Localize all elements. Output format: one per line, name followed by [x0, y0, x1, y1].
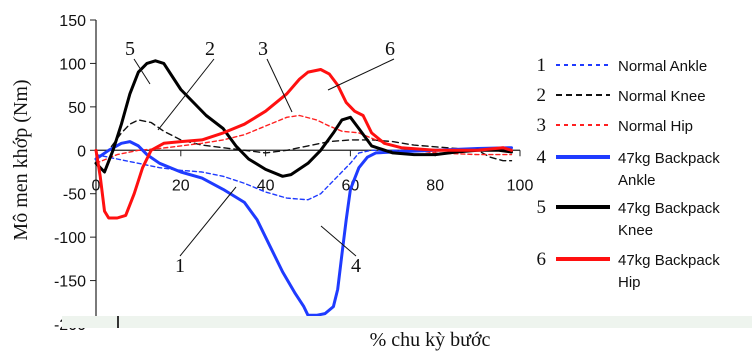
x-axis-label: % chu kỳ bước	[370, 329, 491, 351]
legend-label-4: 47kg Backpack	[618, 150, 720, 167]
annotation-label-6: 6	[385, 38, 395, 60]
annotation-label-1: 1	[175, 255, 185, 277]
annotation-leader-3	[266, 58, 293, 113]
legend-label-6: 47kg Backpack	[618, 252, 720, 269]
legend-number-5: 5	[537, 197, 547, 218]
legend-number-3: 3	[537, 115, 547, 136]
series-line-1	[95, 147, 513, 201]
y-tick-label: -100	[54, 230, 86, 247]
y-tick-label: 100	[59, 56, 86, 73]
series-layer	[94, 59, 513, 317]
annotation-leader-1	[179, 186, 237, 257]
x-tick-label: 20	[172, 177, 190, 194]
annotation-leader-6	[327, 58, 395, 91]
legend-label-6: Hip	[618, 274, 641, 291]
legend-number-4: 4	[537, 147, 547, 168]
bottom-strip	[62, 316, 752, 328]
legend-label-5: 47kg Backpack	[618, 200, 720, 217]
legend-label-1: Normal Ankle	[618, 58, 707, 75]
series-line-2	[95, 119, 513, 162]
y-tick-label: -150	[54, 274, 86, 291]
x-tick-label: 100	[507, 177, 534, 194]
legend-label-3: Normal Hip	[618, 118, 693, 135]
y-axis-label: Mô men khớp (Nm)	[10, 79, 32, 240]
y-tick-label: 50	[68, 100, 86, 117]
x-tick-label: 80	[426, 177, 444, 194]
annotation-label-2: 2	[205, 38, 215, 60]
series-line-3	[95, 114, 513, 164]
legend-label-4: Ankle	[618, 172, 656, 189]
annotation-leader-5	[133, 58, 151, 85]
y-tick-label: 0	[77, 143, 86, 160]
x-tick-label: 0	[92, 177, 101, 194]
series-line-6	[94, 68, 513, 220]
series-line-5	[94, 59, 513, 178]
y-tick-label: -50	[63, 187, 86, 204]
series-line-4	[94, 140, 513, 317]
y-tick-label: 150	[59, 13, 86, 30]
legend: 1 Normal Ankle 2 Normal Knee 3 Normal Hip 4 47k…	[537, 55, 721, 291]
annotation-label-5: 5	[125, 38, 135, 60]
annotation-leader-4	[320, 225, 357, 257]
annotation-label-3: 3	[258, 38, 268, 60]
annotation-leader-2	[157, 58, 215, 131]
legend-label-2: Normal Knee	[618, 88, 706, 105]
legend-label-5: Knee	[618, 222, 653, 239]
annotation-layer: 5 2 3 6 1 4	[125, 38, 395, 277]
legend-number-1: 1	[537, 55, 547, 76]
legend-number-2: 2	[537, 85, 547, 106]
legend-number-6: 6	[537, 249, 547, 270]
annotation-label-4: 4	[351, 255, 361, 277]
